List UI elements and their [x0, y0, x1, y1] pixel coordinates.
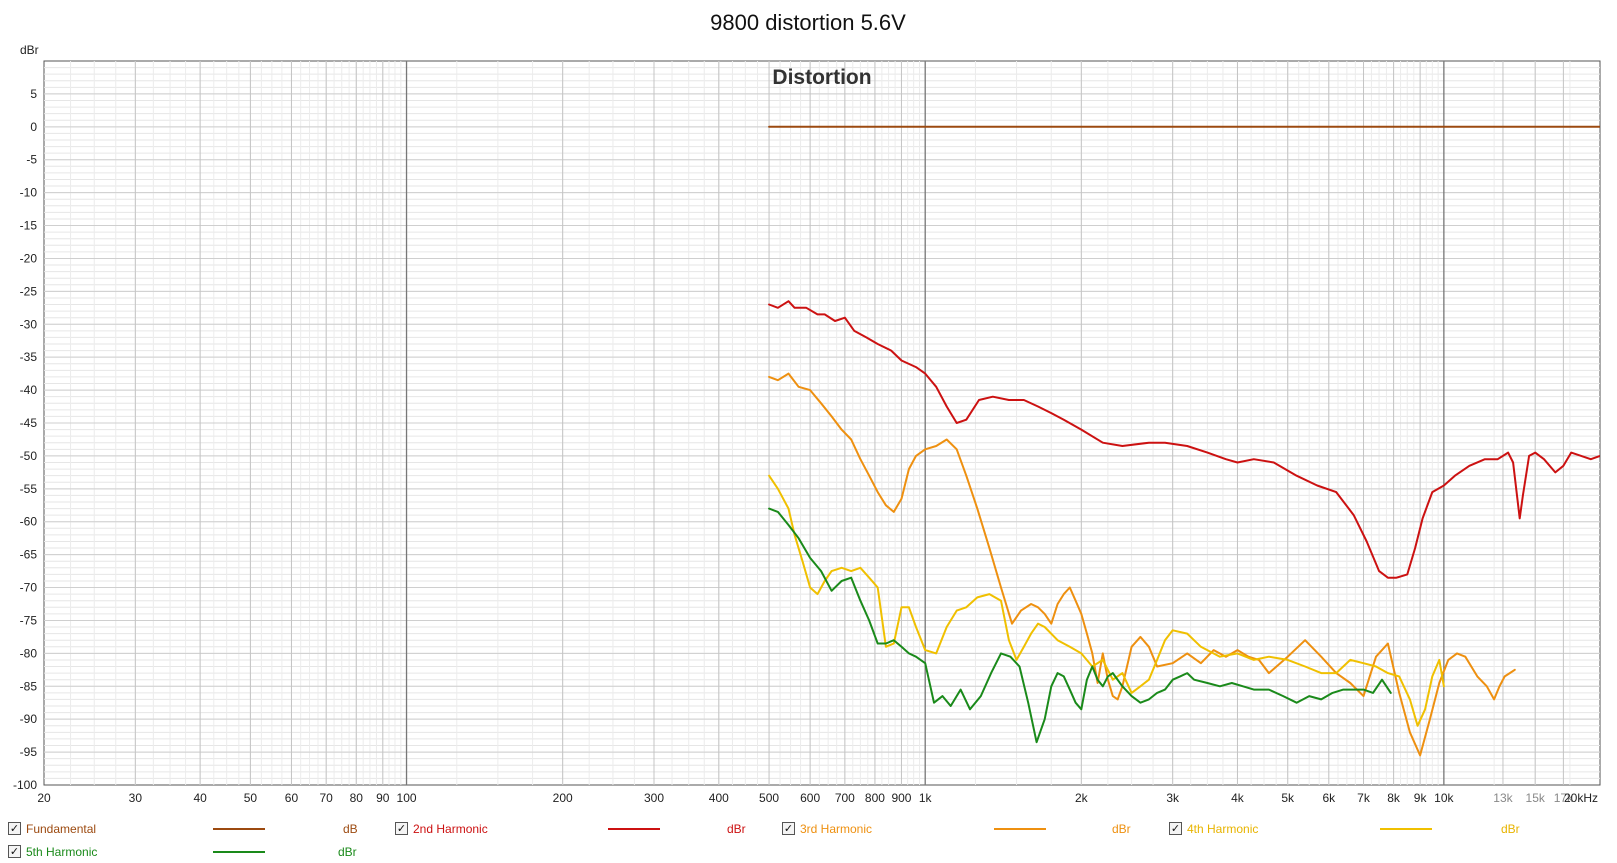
- x-tick-labels: 20 30 40 50 60 70 80 90 100 200 300 400 500 600 700 800…: [37, 791, 1598, 805]
- x-tick-label: 5k: [1281, 791, 1295, 805]
- fundamental-unit: dB: [343, 822, 358, 836]
- y-tick-label: 5: [30, 87, 37, 101]
- y-tick-label: -15: [20, 219, 38, 233]
- series-lines: [768, 125, 1600, 757]
- 2nd-harmonic-label[interactable]: 2nd Harmonic: [413, 822, 488, 836]
- x-tick-label: 100: [397, 791, 417, 805]
- x-tick-label: 2k: [1075, 791, 1089, 805]
- y-tick-label: -65: [20, 548, 38, 562]
- x-tick-label: 7k: [1357, 791, 1371, 805]
- y-tick-label: -40: [20, 383, 38, 397]
- x-tick-label: 9k: [1414, 791, 1428, 805]
- y-tick-label: -90: [20, 712, 38, 726]
- 4th-harmonic-line: [768, 474, 1445, 727]
- x-tick-label: 20: [37, 791, 51, 805]
- fundamental-label[interactable]: Fundamental: [26, 822, 97, 836]
- legend-4th-harmonic[interactable]: ✓ 4th Harmonic dBr: [1169, 818, 1549, 840]
- y-tick-label: 0: [30, 120, 37, 134]
- y-tick-label: -75: [20, 613, 38, 627]
- y-tick-label: -45: [20, 416, 38, 430]
- x-tick-label: 400: [709, 791, 729, 805]
- y-tick-label: -20: [20, 251, 38, 265]
- y-tick-label: -10: [20, 186, 38, 200]
- 5th-harmonic-unit: dBr: [338, 845, 357, 859]
- 5th-harmonic-swatch: [213, 851, 265, 853]
- 2nd-harmonic-swatch: [608, 828, 660, 830]
- x-tick-label: 17k: [1554, 791, 1574, 805]
- y-tick-label: -35: [20, 350, 38, 364]
- x-tick-label: 900: [891, 791, 911, 805]
- y-tick-label: -100: [13, 778, 37, 792]
- x-tick-label: 8k: [1387, 791, 1401, 805]
- 4th-harmonic-swatch: [1380, 828, 1432, 830]
- y-tick-label: -5: [26, 153, 37, 167]
- x-tick-label: 4k: [1231, 791, 1245, 805]
- y-tick-label: -60: [20, 515, 38, 529]
- 3rd-harmonic-swatch: [994, 828, 1046, 830]
- x-tick-label: 6k: [1322, 791, 1336, 805]
- x-tick-label: 10k: [1434, 791, 1454, 805]
- y-tick-label: -55: [20, 482, 38, 496]
- x-tick-label: 50: [244, 791, 258, 805]
- x-tick-label: 15k: [1526, 791, 1546, 805]
- 3rd-harmonic-checkbox[interactable]: ✓: [782, 822, 795, 835]
- 4th-harmonic-unit: dBr: [1501, 822, 1520, 836]
- legend-3rd-harmonic[interactable]: ✓ 3rd Harmonic dBr: [782, 818, 1162, 840]
- x-tick-label: 700: [835, 791, 855, 805]
- 5th-harmonic-label[interactable]: 5th Harmonic: [26, 845, 98, 859]
- y-tick-labels: 5 0 -5 -10 -15 -20 -25 -30 -35 -40 -45 -50 -55 -60 -65…: [13, 87, 37, 792]
- x-tick-label: 3k: [1166, 791, 1180, 805]
- x-tick-label: 13k: [1493, 791, 1513, 805]
- 3rd-harmonic-unit: dBr: [1112, 822, 1131, 836]
- 5th-harmonic-line: [768, 507, 1392, 744]
- x-tick-label: 90: [376, 791, 390, 805]
- y-tick-label: -30: [20, 317, 38, 331]
- 2nd-harmonic-checkbox[interactable]: ✓: [395, 822, 408, 835]
- y-tick-label: -85: [20, 679, 38, 693]
- 5th-harmonic-checkbox[interactable]: ✓: [8, 845, 21, 858]
- fundamental-swatch: [213, 828, 265, 830]
- x-tick-label: 500: [759, 791, 779, 805]
- 2nd-harmonic-unit: dBr: [727, 822, 746, 836]
- y-tick-label: -70: [20, 581, 38, 595]
- 2nd-harmonic-line: [768, 300, 1600, 579]
- x-tick-label: 600: [800, 791, 820, 805]
- legend-2nd-harmonic[interactable]: ✓ 2nd Harmonic dBr: [395, 818, 775, 840]
- legend-5th-harmonic[interactable]: ✓ 5th Harmonic dBr: [8, 841, 388, 863]
- legend-row-2: ✓ 5th Harmonic dBr: [0, 841, 1617, 863]
- x-tick-label: 20kHz: [1564, 791, 1598, 805]
- x-tick-label: 200: [553, 791, 573, 805]
- major-gridlines: [44, 61, 1600, 785]
- fundamental-checkbox[interactable]: ✓: [8, 822, 21, 835]
- 3rd-harmonic-line: [768, 372, 1516, 757]
- 3rd-harmonic-label[interactable]: 3rd Harmonic: [800, 822, 873, 836]
- 4th-harmonic-checkbox[interactable]: ✓: [1169, 822, 1182, 835]
- y-tick-label: -50: [20, 449, 38, 463]
- legend-fundamental[interactable]: ✓ Fundamental dB: [8, 818, 388, 840]
- y-tick-label: -25: [20, 284, 38, 298]
- x-tick-label: 60: [285, 791, 299, 805]
- x-tick-label: 40: [193, 791, 207, 805]
- legend-row-1: ✓ Fundamental dB ✓ 2nd Harmonic dBr ✓ 3r…: [0, 818, 1617, 840]
- x-tick-label: 70: [320, 791, 334, 805]
- x-tick-label: 800: [865, 791, 885, 805]
- x-tick-label: 300: [644, 791, 664, 805]
- plot-title: Distortion: [772, 66, 871, 89]
- x-tick-label: 1k: [919, 791, 933, 805]
- x-tick-label: 80: [350, 791, 364, 805]
- y-unit-label: dBr: [20, 43, 39, 57]
- 4th-harmonic-label[interactable]: 4th Harmonic: [1187, 822, 1259, 836]
- x-tick-label: 30: [129, 791, 143, 805]
- y-tick-label: -95: [20, 745, 38, 759]
- window-title: 9800 distortion 5.6V: [710, 10, 906, 35]
- y-tick-label: -80: [20, 646, 38, 660]
